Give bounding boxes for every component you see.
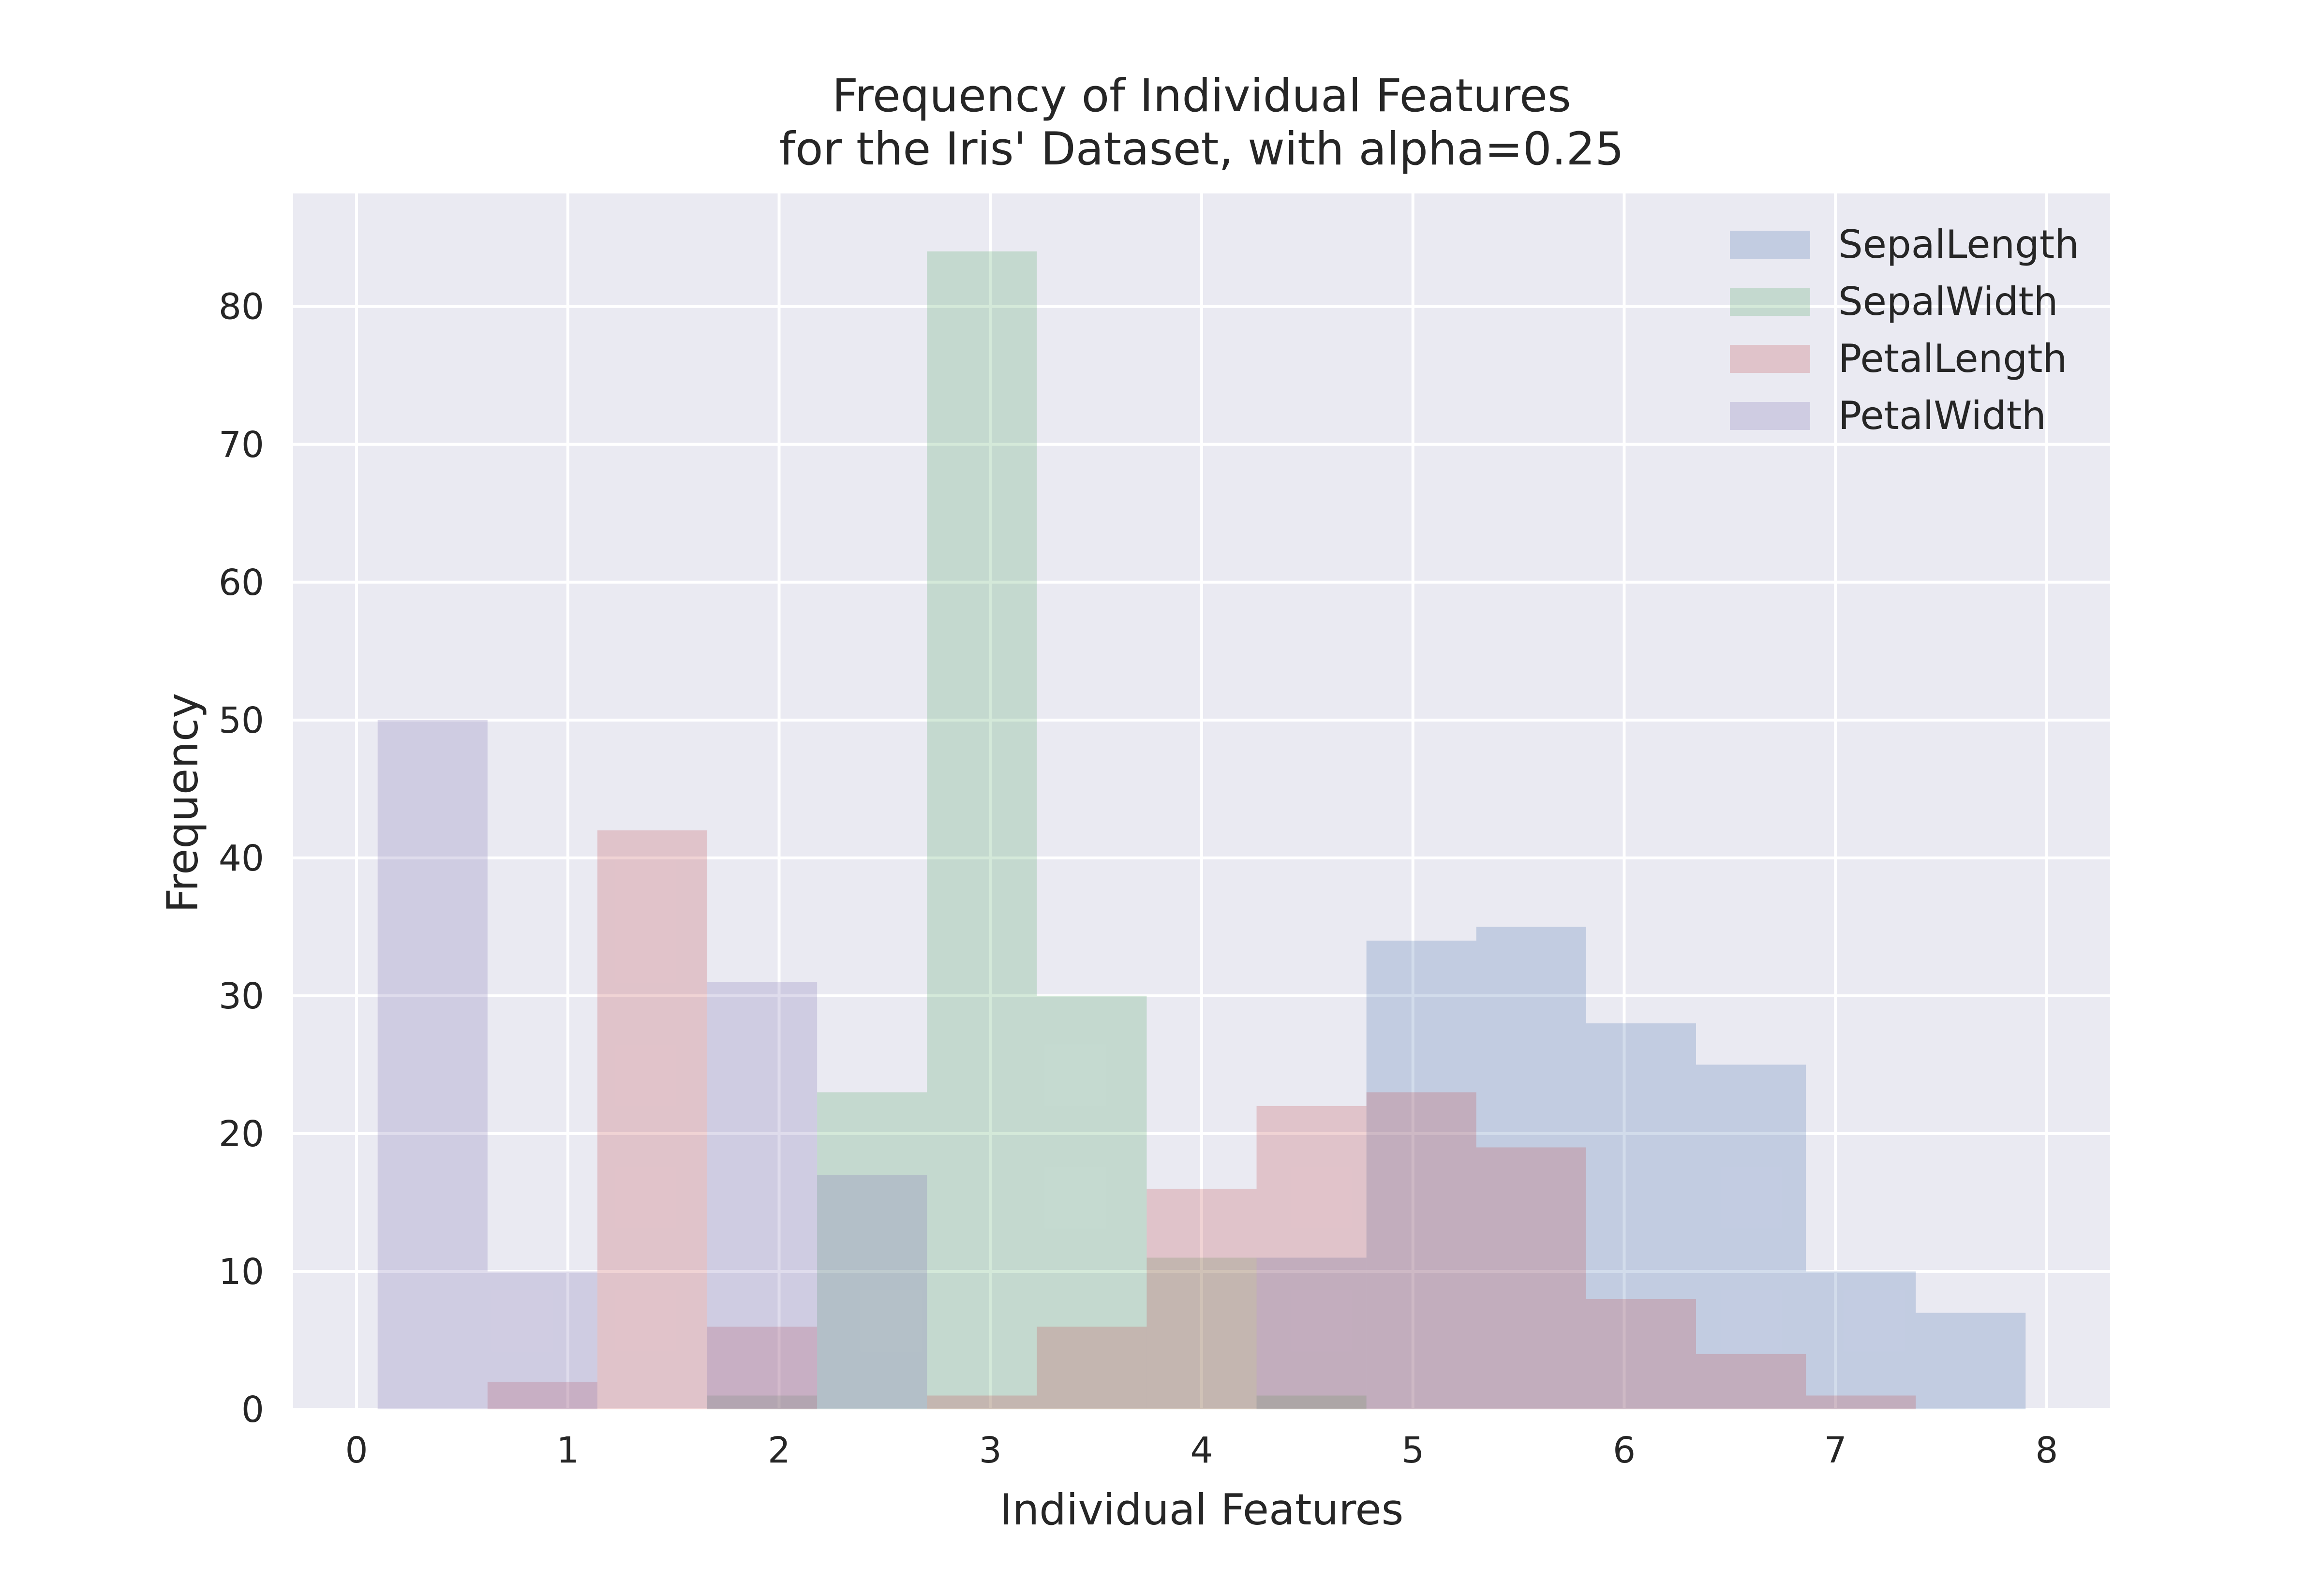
x-tick-label: 4: [1190, 1430, 1213, 1471]
histogram-bar: [487, 1271, 597, 1409]
histogram-bar: [1366, 940, 1476, 1409]
histogram-bar: [1146, 1188, 1257, 1409]
histogram-bars: [377, 251, 2026, 1409]
x-tick-label: 1: [556, 1430, 579, 1471]
series-SepalLength: [1256, 927, 2026, 1409]
x-axis-ticks: 0 1 2 3 4 5 6 7 8: [345, 1430, 2058, 1471]
histogram-bar: [1586, 1299, 1696, 1409]
chart-legend: SepalLength SepalWidth PetalLength PetalWid…: [1730, 222, 2079, 438]
y-tick-label: 40: [219, 838, 264, 879]
y-tick-label: 20: [219, 1113, 264, 1155]
histogram-bar: [1366, 1092, 1476, 1409]
histogram-bar: [707, 1326, 818, 1409]
y-tick-label: 10: [219, 1251, 264, 1293]
histogram-bar: [817, 1092, 927, 1409]
grid-lines: [293, 193, 2110, 1411]
histogram-bar: [1037, 1326, 1147, 1409]
series-PetalLength: [487, 830, 1916, 1409]
histogram-bar: [1696, 1354, 1806, 1409]
histogram-bar: [1916, 1313, 2026, 1409]
legend-swatch: [1730, 288, 1810, 316]
x-tick-label: 5: [1401, 1430, 1424, 1471]
x-tick-label: 8: [2035, 1430, 2058, 1471]
chart-title-line-2: for the Iris' Dataset, with alpha=0.25: [779, 123, 1624, 176]
series-SepalWidth: [707, 251, 1367, 1409]
histogram-bar: [1146, 1257, 1257, 1409]
y-tick-label: 70: [219, 424, 264, 466]
legend-swatch: [1730, 402, 1810, 430]
x-tick-label: 0: [345, 1430, 368, 1471]
series-PetalWidth: [377, 720, 927, 1409]
legend-label: PetalWidth: [1838, 393, 2046, 438]
histogram-bar: [1256, 1395, 1367, 1409]
histogram-bar: [927, 251, 1037, 1409]
legend-label: PetalLength: [1838, 336, 2067, 381]
x-tick-label: 6: [1613, 1430, 1636, 1471]
histogram-bar: [1476, 1147, 1586, 1409]
y-tick-label: 30: [219, 975, 264, 1017]
histogram-bar: [1256, 1106, 1367, 1409]
y-tick-label: 50: [219, 700, 264, 741]
histogram-bar: [1256, 1257, 1367, 1409]
x-tick-label: 2: [768, 1430, 790, 1471]
histogram-bar: [487, 1381, 597, 1409]
y-tick-label: 60: [219, 562, 264, 604]
histogram-bar: [1586, 1023, 1696, 1409]
legend-swatch: [1730, 345, 1810, 373]
histogram-bar: [1696, 1064, 1806, 1409]
legend-label: SepalLength: [1838, 222, 2079, 267]
histogram-bar: [1806, 1395, 1916, 1409]
histogram-bar: [1806, 1271, 1916, 1409]
histogram-bar: [597, 830, 708, 1409]
histogram-bar: [1476, 927, 1586, 1409]
x-tick-label: 7: [1824, 1430, 1847, 1471]
histogram-bar: [707, 1395, 818, 1409]
y-axis-ticks: 0 10 20 30 40 50 60 70 80: [219, 286, 264, 1431]
histogram-bar: [1037, 995, 1147, 1409]
histogram-bar: [707, 982, 818, 1409]
chart-title-line-1: Frequency of Individual Features: [832, 70, 1571, 122]
legend-label: SepalWidth: [1838, 279, 2058, 324]
y-tick-label: 80: [219, 286, 264, 328]
y-tick-label: 0: [241, 1389, 264, 1431]
histogram-bar: [377, 720, 488, 1409]
x-axis-label: Individual Features: [1000, 1485, 1404, 1535]
x-tick-label: 3: [979, 1430, 1002, 1471]
y-axis-label: Frequency: [158, 693, 208, 913]
histogram-bar: [817, 1175, 927, 1409]
histogram-bar: [927, 1395, 1037, 1409]
legend-swatch: [1730, 231, 1810, 259]
